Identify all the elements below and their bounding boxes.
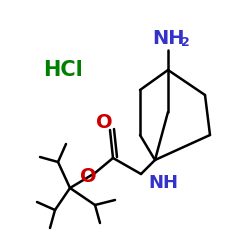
Text: HCl: HCl: [43, 60, 83, 80]
Text: NH: NH: [148, 174, 178, 192]
Text: O: O: [80, 168, 96, 186]
Text: O: O: [96, 112, 112, 132]
Text: NH: NH: [152, 28, 184, 48]
Text: 2: 2: [180, 36, 190, 49]
